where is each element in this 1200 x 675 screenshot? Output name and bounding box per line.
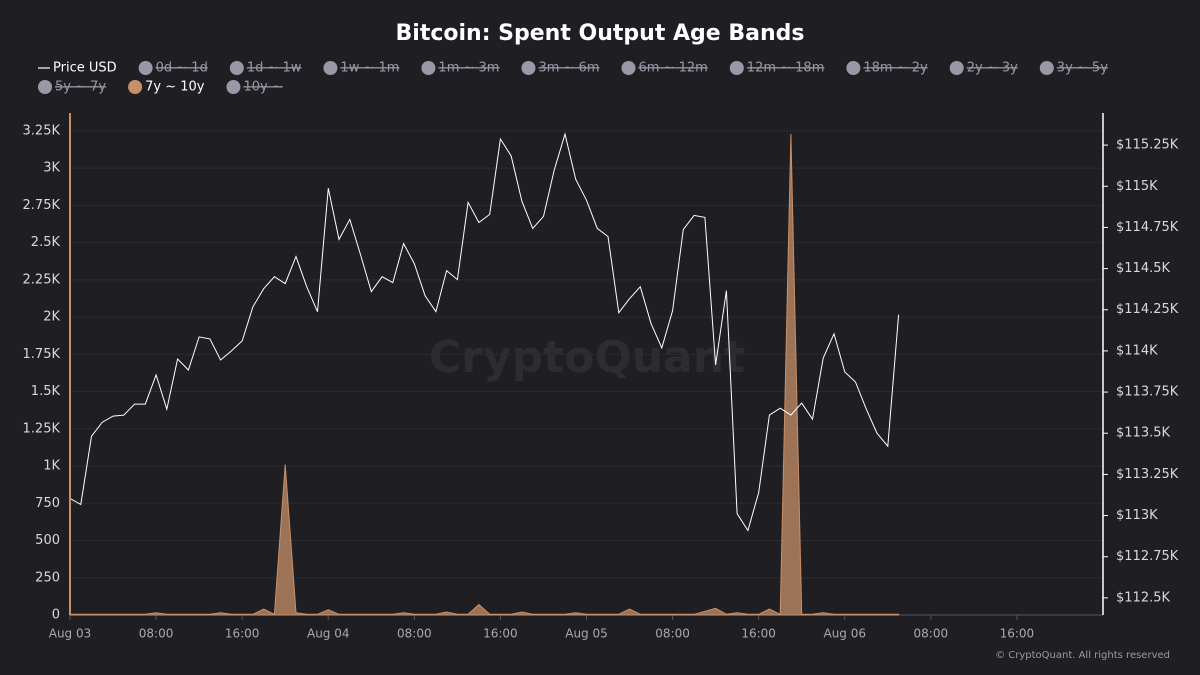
legend-label: Price USD xyxy=(53,61,117,76)
y2-tick-label: $113.75K xyxy=(1116,385,1179,400)
x-tick-label: 16:00 xyxy=(1000,627,1035,641)
x-tick-label: 08:00 xyxy=(397,627,432,641)
y-tick-label: 3K xyxy=(43,161,60,176)
legend-label: 2y ~ 3y xyxy=(967,61,1018,76)
y2-tick-label: $114.25K xyxy=(1116,302,1179,317)
x-tick-label: 08:00 xyxy=(655,627,690,641)
y2-tick-label: $112.75K xyxy=(1116,549,1179,564)
x-tick-label: Aug 06 xyxy=(823,627,866,641)
legend-label: 6m ~ 12m xyxy=(638,61,707,76)
legend-label: 10y ~ xyxy=(243,80,282,95)
x-tick-label: Aug 04 xyxy=(307,627,350,641)
legend-label: 0d ~ 1d xyxy=(156,61,208,76)
legend-label: 5y ~ 7y xyxy=(55,80,106,95)
y2-tick-label: $113.5K xyxy=(1116,426,1170,441)
area xyxy=(69,133,900,616)
x-tick-label: Aug 05 xyxy=(565,627,608,641)
legend-swatch xyxy=(621,61,636,75)
y-tick-label: 1.5K xyxy=(31,384,61,399)
legend-label: 12m ~ 18m xyxy=(747,61,825,76)
line xyxy=(69,132,900,532)
x-tick-label: 16:00 xyxy=(483,627,518,641)
y2-tick-label: $114.75K xyxy=(1116,220,1179,235)
y-tick-label: 2K xyxy=(43,310,60,325)
y2-tick-label: $114.5K xyxy=(1116,261,1170,276)
y-tick-label: 1K xyxy=(43,459,60,474)
y-tick-label: 250 xyxy=(35,570,60,585)
y2-tick-label: $113.25K xyxy=(1116,467,1179,482)
y-tick-label: 2.75K xyxy=(23,198,61,213)
legend-label: 1m ~ 3m xyxy=(438,61,499,76)
y-tick-label: 750 xyxy=(35,496,60,511)
x-tick-label: 16:00 xyxy=(741,627,776,641)
legend-label: 3y ~ 5y xyxy=(1057,61,1108,76)
y2-tick-label: $115.25K xyxy=(1116,138,1179,153)
legend-swatch xyxy=(229,61,244,75)
legend-label: 1d ~ 1w xyxy=(247,61,302,76)
legend-swatch xyxy=(846,61,861,75)
y-tick-label: 1.25K xyxy=(23,421,61,436)
y-tick-label: 1.75K xyxy=(23,347,61,362)
y-tick-label: 3.25K xyxy=(23,123,61,138)
legend-label: 7y ~ 10y xyxy=(145,80,205,95)
y-tick-label: 0 xyxy=(52,608,60,623)
x-tick-label: Aug 03 xyxy=(49,627,92,641)
legend-swatch xyxy=(521,61,536,75)
legend-label: 18m ~ 2y xyxy=(863,61,928,76)
y2-tick-label: $113K xyxy=(1116,508,1158,523)
legend-swatch xyxy=(38,80,52,94)
legend-swatch xyxy=(1039,61,1054,75)
legend-label: 1w ~ 1m xyxy=(340,61,399,76)
y2-tick-label: $114K xyxy=(1116,343,1158,358)
legend-swatch xyxy=(138,61,153,75)
legend-swatch xyxy=(128,80,143,94)
chart-title: Bitcoin: Spent Output Age Bands xyxy=(396,21,805,46)
y-tick-label: 2.25K xyxy=(23,272,61,287)
y-tick-label: 2.5K xyxy=(31,235,61,250)
legend-swatch xyxy=(421,61,436,75)
x-tick-label: 08:00 xyxy=(914,627,949,641)
legend-swatch xyxy=(949,61,964,75)
y2-tick-label: $115K xyxy=(1116,179,1158,194)
x-tick-label: 08:00 xyxy=(139,627,174,641)
legend-label: 3m ~ 6m xyxy=(538,61,599,76)
x-tick-label: 16:00 xyxy=(225,627,260,641)
legend-swatch xyxy=(226,80,241,94)
legend-swatch xyxy=(323,61,338,75)
footer: © CryptoQuant. All rights reserved xyxy=(995,650,1170,661)
watermark: CryptoQuant xyxy=(429,332,745,383)
legend-swatch xyxy=(729,61,744,75)
y-tick-label: 500 xyxy=(35,533,60,548)
y2-tick-label: $112.5K xyxy=(1116,590,1170,605)
